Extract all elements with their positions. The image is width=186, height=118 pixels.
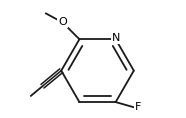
Text: N: N xyxy=(112,33,121,43)
Text: O: O xyxy=(58,17,67,27)
Text: F: F xyxy=(135,102,142,112)
